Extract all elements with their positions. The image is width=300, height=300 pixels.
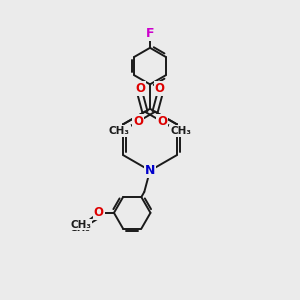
Text: O: O: [135, 82, 145, 95]
Text: N: N: [145, 164, 155, 177]
Text: CH₃: CH₃: [109, 126, 130, 136]
Text: F: F: [146, 27, 154, 40]
Text: CH₃: CH₃: [70, 223, 91, 233]
Text: CH₃: CH₃: [70, 220, 92, 230]
Text: O: O: [157, 115, 167, 128]
Text: O: O: [133, 115, 143, 128]
Text: CH₃: CH₃: [170, 126, 191, 136]
Text: O: O: [155, 82, 165, 95]
Text: O: O: [94, 206, 103, 219]
